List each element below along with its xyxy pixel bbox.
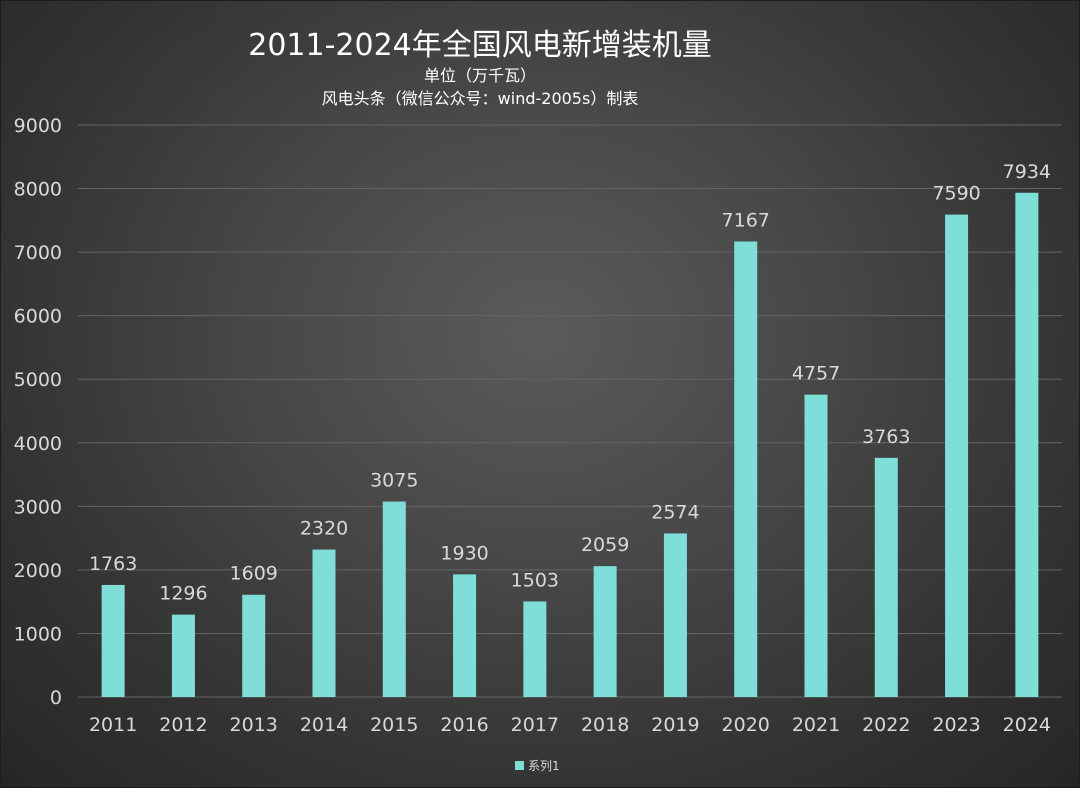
data-label: 7590 bbox=[932, 183, 980, 205]
bar bbox=[453, 574, 477, 697]
y-tick-label: 3000 bbox=[14, 496, 62, 518]
data-label: 1503 bbox=[511, 569, 559, 591]
data-label: 1763 bbox=[89, 553, 137, 575]
x-tick-label: 2015 bbox=[370, 714, 418, 736]
bar bbox=[734, 241, 758, 698]
x-axis-ticks: 2011 2012 2013 2014 2015 2016 2017 2018 2019 2020… bbox=[89, 714, 1051, 736]
bar bbox=[663, 533, 687, 697]
data-label: 3075 bbox=[370, 470, 418, 492]
x-tick-label: 2017 bbox=[511, 714, 559, 736]
bar bbox=[1015, 192, 1039, 697]
bar bbox=[804, 394, 828, 697]
bar bbox=[523, 601, 547, 697]
y-tick-label: 0 bbox=[50, 687, 62, 709]
data-label: 7167 bbox=[722, 209, 770, 231]
gridlines bbox=[78, 124, 1062, 698]
x-tick-label: 2011 bbox=[89, 714, 137, 736]
bar bbox=[593, 566, 617, 697]
y-tick-label: 6000 bbox=[14, 306, 62, 328]
legend: 系列1 bbox=[515, 759, 560, 773]
x-tick-label: 2020 bbox=[722, 714, 770, 736]
y-tick-label: 2000 bbox=[14, 560, 62, 582]
x-tick-label: 2012 bbox=[159, 714, 207, 736]
bar bbox=[874, 457, 898, 697]
x-tick-label: 2022 bbox=[862, 714, 910, 736]
bar bbox=[945, 214, 969, 697]
y-tick-label: 1000 bbox=[14, 623, 62, 645]
y-tick-label: 8000 bbox=[14, 179, 62, 201]
bar bbox=[171, 614, 195, 697]
legend-swatch bbox=[515, 761, 524, 770]
data-label: 1930 bbox=[440, 542, 488, 564]
chart-title: 2011-2024年全国风电新增装机量 bbox=[248, 28, 712, 63]
y-tick-label: 4000 bbox=[14, 433, 62, 455]
y-tick-label: 7000 bbox=[14, 242, 62, 264]
y-tick-label: 5000 bbox=[14, 369, 62, 391]
bar bbox=[242, 594, 266, 697]
x-tick-label: 2016 bbox=[440, 714, 488, 736]
chart-subtitle-source: 风电头条（微信公众号：wind-2005s）制表 bbox=[321, 89, 639, 108]
bar bbox=[382, 501, 406, 697]
data-labels: 1763 1296 1609 2320 3075 1930 1503 2059 2574 7167… bbox=[89, 161, 1051, 605]
x-tick-label: 2023 bbox=[932, 714, 980, 736]
data-label: 4757 bbox=[792, 363, 840, 385]
x-tick-label: 2014 bbox=[300, 714, 348, 736]
data-label: 2059 bbox=[581, 534, 629, 556]
bar bbox=[101, 584, 125, 697]
y-axis-ticks: 0 1000 2000 3000 4000 5000 6000 7000 8000 9000 bbox=[14, 115, 62, 709]
bars bbox=[101, 192, 1039, 698]
data-label: 7934 bbox=[1003, 161, 1051, 183]
x-tick-label: 2018 bbox=[581, 714, 629, 736]
x-tick-label: 2021 bbox=[792, 714, 840, 736]
y-tick-label: 9000 bbox=[14, 115, 62, 137]
x-tick-label: 2013 bbox=[230, 714, 278, 736]
x-tick-label: 2024 bbox=[1003, 714, 1051, 736]
data-label: 3763 bbox=[862, 426, 910, 448]
data-label: 2574 bbox=[651, 501, 699, 523]
x-tick-label: 2019 bbox=[651, 714, 699, 736]
bar bbox=[312, 549, 336, 697]
chart-subtitle-unit: 单位（万千瓦） bbox=[423, 66, 536, 85]
data-label: 2320 bbox=[300, 518, 348, 540]
data-label: 1296 bbox=[159, 583, 207, 605]
data-label: 1609 bbox=[230, 563, 278, 585]
legend-label: 系列1 bbox=[528, 759, 560, 773]
